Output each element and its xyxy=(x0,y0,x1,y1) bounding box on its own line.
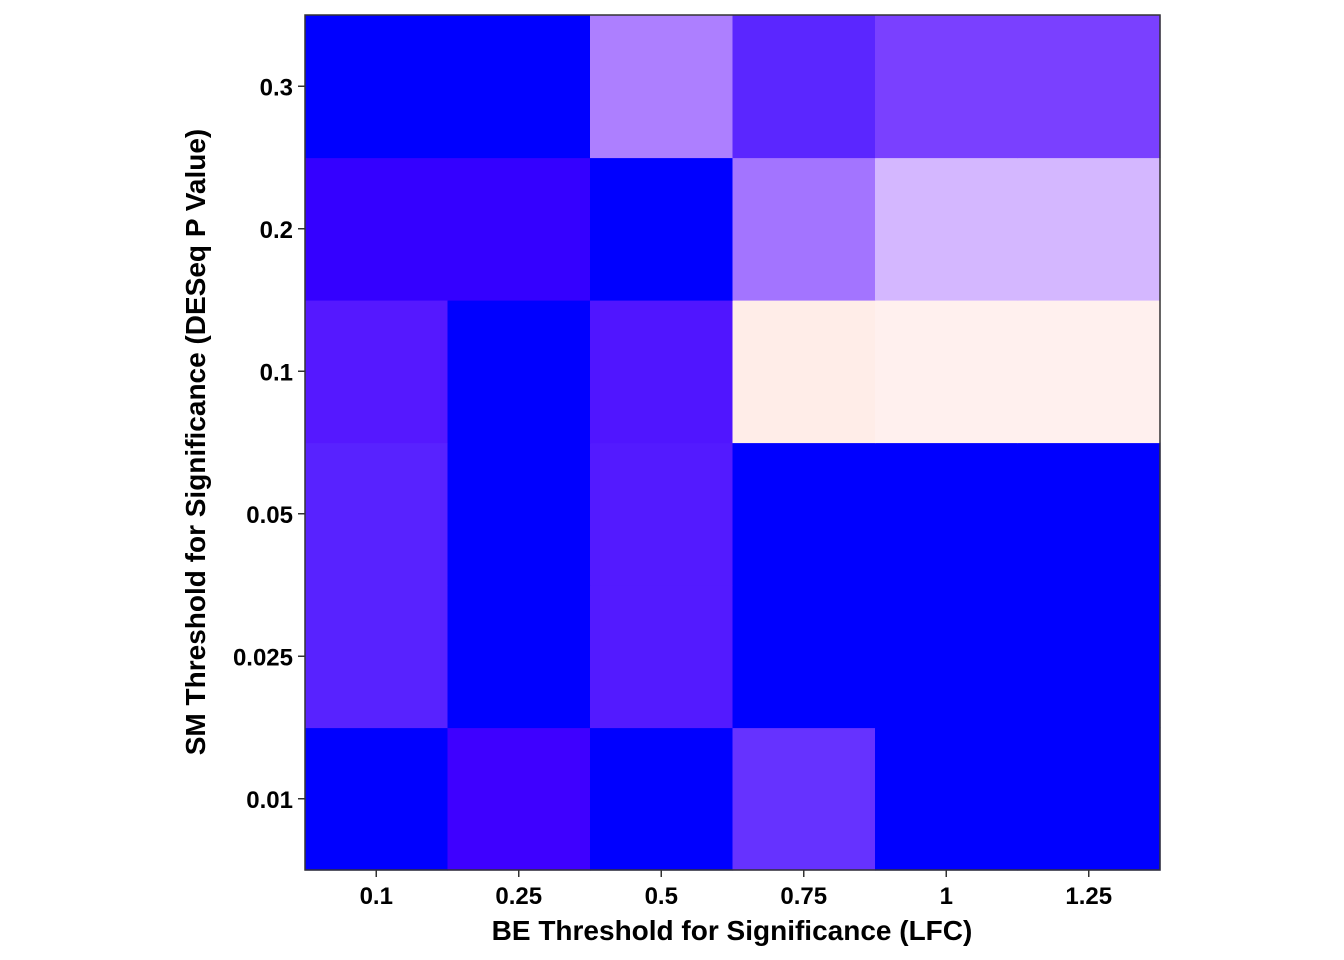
heatmap-cell xyxy=(1017,585,1161,729)
heatmap-cell xyxy=(305,157,449,301)
heatmap-cell xyxy=(1017,15,1161,159)
heatmap-cell xyxy=(875,442,1019,586)
heatmap-cell xyxy=(732,585,876,729)
heatmap-cells xyxy=(305,15,1161,871)
y-tick-label: 0.1 xyxy=(260,359,293,386)
x-tick-label: 0.25 xyxy=(495,883,542,910)
heatmap-cell xyxy=(732,300,876,444)
y-tick-label: 0.2 xyxy=(260,217,293,244)
heatmap-cell xyxy=(732,442,876,586)
heatmap-cell xyxy=(447,157,591,301)
heatmap-cell xyxy=(305,15,449,159)
heatmap-cell xyxy=(447,442,591,586)
heatmap-cell xyxy=(447,727,591,871)
heatmap-cell xyxy=(875,300,1019,444)
heatmap-cell xyxy=(447,585,591,729)
heatmap-cell xyxy=(875,157,1019,301)
heatmap-cell xyxy=(1017,727,1161,871)
x-tick-label: 1.25 xyxy=(1065,883,1112,910)
panel-border xyxy=(304,14,1161,871)
heatmap-cell xyxy=(875,727,1019,871)
heatmap-cell xyxy=(875,15,1019,159)
heatmap-cell xyxy=(590,442,734,586)
heatmap-cell xyxy=(1017,300,1161,444)
heatmap-cell xyxy=(305,442,449,586)
heatmap-cell xyxy=(590,585,734,729)
heatmap-cell xyxy=(305,727,449,871)
heatmap-cell xyxy=(1017,157,1161,301)
heatmap-cell xyxy=(732,15,876,159)
y-tick-label: 0.05 xyxy=(246,502,293,529)
heatmap-cell xyxy=(590,157,734,301)
y-tick-label: 0.01 xyxy=(246,787,293,814)
heatmap-cell xyxy=(590,300,734,444)
y-axis-title: SM Threshold for Significance (DESeq P V… xyxy=(180,129,211,756)
x-axis: 0.1 0.25 0.5 0.75 1 1.25 xyxy=(360,870,1112,910)
x-tick-label: 1 xyxy=(940,883,953,910)
x-tick-label: 0.75 xyxy=(780,883,827,910)
heatmap-cell xyxy=(447,300,591,444)
heatmap-cell xyxy=(732,727,876,871)
y-axis: 0.01 0.025 0.05 0.1 0.2 0.3 xyxy=(233,74,305,814)
heatmap-cell xyxy=(732,157,876,301)
heatmap-cell xyxy=(305,585,449,729)
x-tick-label: 0.1 xyxy=(360,883,393,910)
heatmap-cell xyxy=(590,15,734,159)
heatmap-cell xyxy=(590,727,734,871)
heatmap-cell xyxy=(875,585,1019,729)
heatmap-cell xyxy=(1017,442,1161,586)
heatmap-cell xyxy=(305,300,449,444)
x-tick-label: 0.5 xyxy=(645,883,678,910)
y-tick-label: 0.025 xyxy=(233,644,293,671)
x-axis-title: BE Threshold for Significance (LFC) xyxy=(492,915,973,946)
y-tick-label: 0.3 xyxy=(260,74,293,101)
heatmap-cell xyxy=(447,15,591,159)
